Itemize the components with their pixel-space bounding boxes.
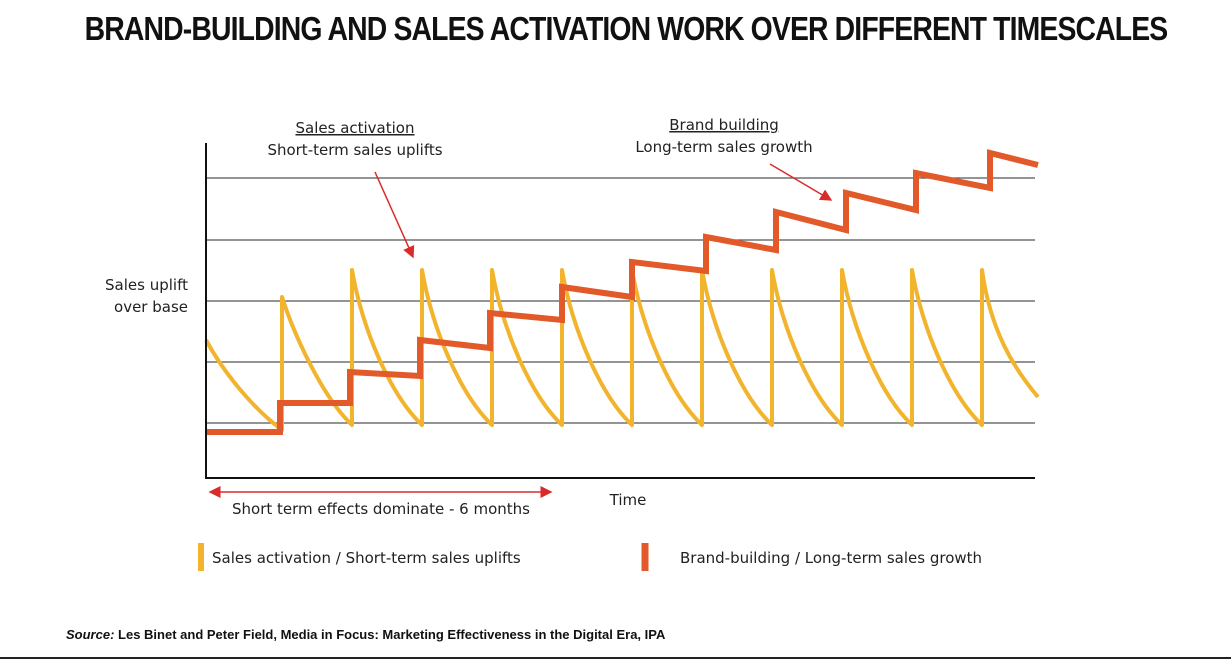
brand-building-line [206, 149, 1039, 435]
axes [205, 143, 1035, 479]
grid [206, 177, 1035, 424]
annotation-text: Short term effects dominate - 6 months [232, 500, 530, 518]
annotation-title: Brand building [669, 116, 779, 134]
y-axis-label: over base [114, 298, 188, 316]
legend-label: Sales activation / Short-term sales upli… [212, 549, 521, 567]
annotation-text: Short-term sales uplifts [267, 141, 442, 159]
source-label: Source: [66, 627, 114, 642]
source: Source: Les Binet and Peter Field, Media… [66, 627, 666, 642]
title: BRAND-BUILDING AND SALES ACTIVATION WORK… [85, 10, 1168, 48]
x-axis-label: Time [609, 491, 647, 509]
arrow [374, 171, 415, 259]
y-axis-label: Sales uplift [105, 276, 188, 294]
annotation-text: Long-term sales growth [635, 138, 812, 156]
source-text: Les Binet and Peter Field, Media in Focu… [118, 627, 666, 642]
arrow [769, 163, 833, 201]
annotation-title: Sales activation [296, 119, 415, 137]
legend-label: Brand-building / Long-term sales growth [680, 549, 982, 567]
